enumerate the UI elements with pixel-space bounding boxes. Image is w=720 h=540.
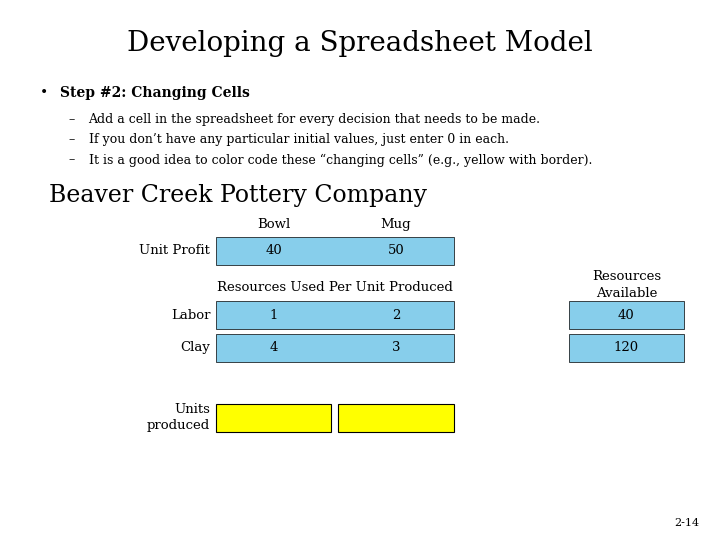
Text: 2-14: 2-14 [675,518,700,528]
Text: 2: 2 [392,309,400,322]
FancyBboxPatch shape [569,301,684,329]
FancyBboxPatch shape [216,334,454,362]
Text: –: – [68,153,75,166]
Text: If you don’t have any particular initial values, just enter 0 in each.: If you don’t have any particular initial… [89,133,508,146]
FancyBboxPatch shape [338,404,454,432]
FancyBboxPatch shape [569,334,684,362]
Text: Mug: Mug [381,218,411,231]
Text: Resources: Resources [592,271,661,284]
Text: Labor: Labor [171,309,210,322]
Text: Add a cell in the spreadsheet for every decision that needs to be made.: Add a cell in the spreadsheet for every … [89,113,541,126]
Text: Available: Available [595,287,657,300]
Text: 40: 40 [265,244,282,257]
Text: 50: 50 [387,244,405,257]
Text: •: • [40,86,48,100]
FancyBboxPatch shape [216,301,454,329]
Text: Bowl: Bowl [257,218,290,231]
Text: Clay: Clay [181,341,210,354]
Text: Step #2: Changing Cells: Step #2: Changing Cells [60,86,250,100]
Text: 120: 120 [614,341,639,354]
Text: Unit Profit: Unit Profit [140,244,210,257]
Text: Developing a Spreadsheet Model: Developing a Spreadsheet Model [127,30,593,57]
Text: Units
produced: Units produced [147,403,210,433]
Text: Resources Used Per Unit Produced: Resources Used Per Unit Produced [217,281,453,294]
Text: It is a good idea to color code these “changing cells” (e.g., yellow with border: It is a good idea to color code these “c… [89,153,592,167]
FancyBboxPatch shape [216,404,331,432]
Text: –: – [68,133,75,146]
Text: Beaver Creek Pottery Company: Beaver Creek Pottery Company [49,184,427,207]
Text: 40: 40 [618,309,635,322]
Text: 4: 4 [269,341,278,354]
FancyBboxPatch shape [216,237,454,265]
Text: 1: 1 [269,309,278,322]
Text: –: – [68,113,75,126]
Text: 3: 3 [392,341,400,354]
